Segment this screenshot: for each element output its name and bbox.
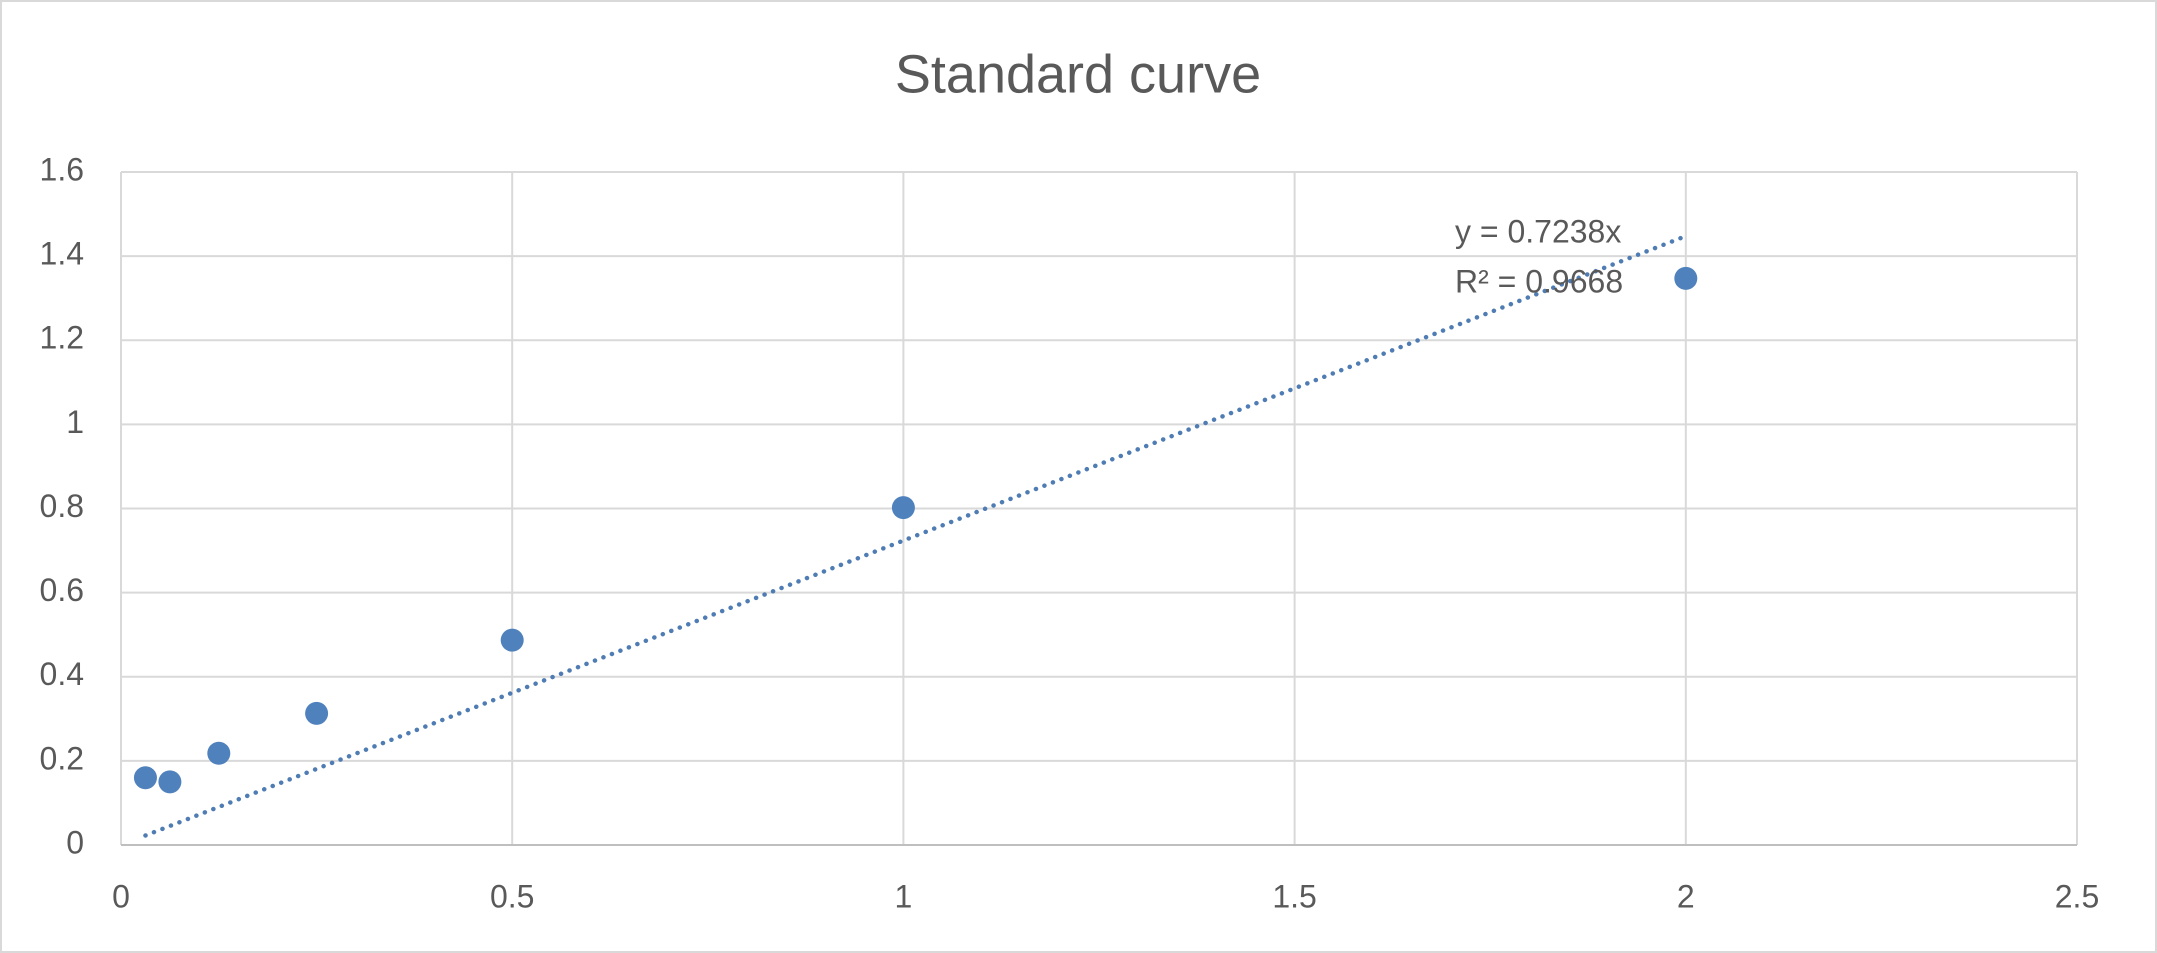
x-tick-label: 2: [1677, 878, 1695, 914]
data-point: [500, 628, 524, 652]
data-point: [207, 741, 231, 765]
y-tick-label: 1.4: [40, 236, 84, 272]
y-tick-label: 1: [66, 404, 84, 440]
y-tick-label: 0: [66, 824, 84, 860]
x-tick-label: 1: [895, 878, 913, 914]
trendline: [143, 233, 1689, 838]
data-point: [1674, 266, 1698, 290]
y-tick-label: 0.6: [40, 572, 84, 608]
y-tick-label: 0.2: [40, 740, 84, 776]
data-point: [133, 766, 157, 790]
chart-title: Standard curve: [895, 44, 1261, 104]
y-tick-label: 0.8: [40, 488, 84, 524]
data-point: [891, 496, 915, 520]
data-point: [158, 770, 182, 794]
x-tick-label: 1.5: [1272, 878, 1316, 914]
trendline-r-squared: R² = 0.9668: [1455, 263, 1623, 299]
y-tick-label: 0.4: [40, 656, 84, 692]
trendline-equation: y = 0.7238x: [1455, 213, 1621, 249]
x-tick-label: 2.5: [2055, 878, 2099, 914]
x-tick-label: 0: [112, 878, 130, 914]
y-tick-label: 1.2: [40, 320, 84, 356]
x-tick-label: 0.5: [490, 878, 534, 914]
data-point: [305, 701, 329, 725]
y-tick-label: 1.6: [40, 151, 84, 187]
